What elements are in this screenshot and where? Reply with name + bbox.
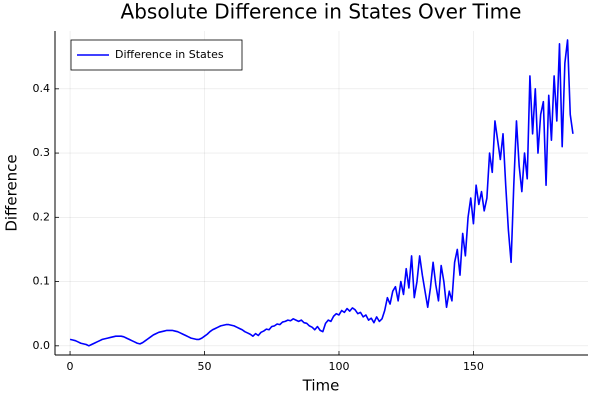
x-tick-label: 50 [198,360,212,373]
y-tick-label: 0.0 [33,339,51,352]
x-axis-label: Time [302,377,340,395]
legend-label: Difference in States [115,48,224,61]
y-tick-label: 0.2 [33,210,51,223]
data-line [69,39,574,347]
x-tick-label: 150 [463,360,484,373]
y-tick-label: 0.3 [33,146,51,159]
x-tick-label: 0 [67,360,74,373]
x-tick-label: 100 [328,360,349,373]
y-tick-label: 0.1 [33,275,51,288]
y-axis-label: Difference [3,154,21,231]
y-tick-label: 0.4 [33,82,51,95]
chart-title: Absolute Difference in States Over Time [121,0,522,24]
